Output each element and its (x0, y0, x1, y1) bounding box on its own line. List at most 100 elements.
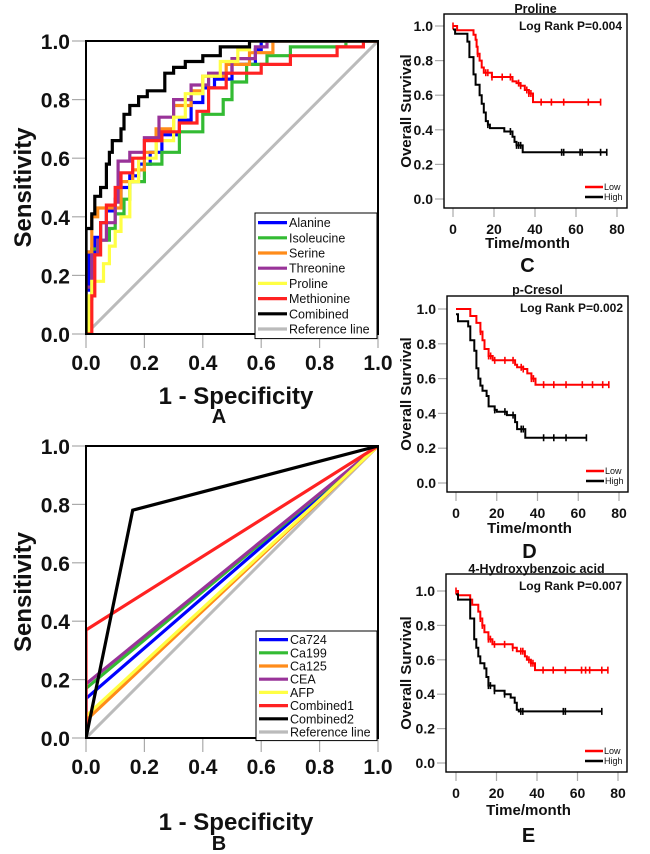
x-tick-label: 40 (529, 785, 545, 801)
x-tick-label: 0 (452, 785, 460, 801)
roc-line-reference-line (86, 41, 378, 334)
legend-label: Comibined (289, 307, 349, 321)
x-tick-label: 80 (611, 505, 627, 521)
legend: Ca724Ca199Ca125CEAAFPCombined1Combined2R… (255, 630, 378, 742)
legend-frame (255, 630, 378, 742)
roc-line-cea (86, 446, 378, 738)
x-tick-label: 0.2 (130, 756, 159, 779)
x-tick-label: 0.8 (305, 756, 335, 779)
x-tick-label: 0 (449, 221, 457, 237)
x-tick-label: 0 (452, 505, 460, 521)
roc-line-proline (86, 41, 378, 334)
log-rank-annotation: Log Rank P=0.007 (519, 579, 622, 593)
legend-label: High (604, 756, 623, 766)
y-tick-label: 1.0 (41, 436, 70, 459)
km-curve-high (456, 313, 587, 439)
x-tick-label: 60 (570, 505, 586, 521)
legend-label: Ca724 (290, 633, 327, 647)
y-tick-label: 0.8 (417, 336, 437, 352)
km-curve-high (456, 593, 602, 713)
y-tick-label: 0.0 (414, 191, 434, 207)
legend-label: Ca199 (290, 646, 327, 660)
x-tick-label: 60 (570, 785, 586, 801)
y-tick-label: 0.0 (41, 728, 70, 751)
y-tick-label: 0.6 (417, 371, 437, 387)
panel-label: E (522, 825, 535, 847)
y-axis-title: Overall Survival (398, 616, 415, 729)
y-axis-title: Sensitivity (10, 531, 37, 652)
x-tick-label: 0.0 (71, 756, 100, 779)
panel-e: 0.0 0.2 0.4 0.6 0.8 1.0 0 20 40 60 80 Time/month Ove… (398, 562, 628, 847)
y-tick-label: 0.4 (41, 611, 71, 634)
plot-frame (85, 40, 379, 335)
roc-line-methionine (86, 41, 378, 334)
y-tick-label: 0.8 (416, 617, 436, 633)
y-tick-label: 0.6 (414, 87, 434, 103)
y-axis-title: Overall Survival (398, 337, 415, 450)
legend-label: Combined2 (290, 712, 354, 726)
x-tick-label: 0.2 (130, 352, 159, 375)
legend-frame (254, 212, 378, 340)
legend-label: CEA (290, 673, 316, 687)
x-tick-label: 20 (486, 221, 502, 237)
panel-d: 0.0 0.2 0.4 0.6 0.8 1.0 0 20 40 60 80 Time/month Ove… (398, 283, 629, 563)
chart-title: p-Cresol (512, 283, 563, 297)
y-axis-title: Overall Survival (398, 54, 415, 167)
x-tick-label: 40 (527, 221, 543, 237)
panel-b: 0.0 0.2 0.4 0.6 0.8 1.0 0.0 0.2 0.4 0.6 0.8 1.0 1 - … (10, 436, 393, 854)
legend-label: Isoleucine (289, 231, 345, 245)
plot-area (86, 446, 378, 738)
roc-line-combined1 (86, 446, 378, 738)
y-tick-label: 0.2 (414, 156, 434, 172)
legend-label: Ca125 (290, 660, 327, 674)
y-tick-label: 1.0 (414, 18, 434, 34)
roc-line-reference-line (86, 446, 378, 738)
y-tick-label: 0.6 (41, 148, 70, 171)
x-axis-title: 1 - Specificity (159, 383, 314, 410)
y-axis-title: Sensitivity (10, 127, 37, 248)
legend-label: Low (605, 466, 622, 476)
km-curve-low (456, 590, 608, 672)
x-tick-label: 1.0 (363, 756, 392, 779)
panel-label: D (522, 541, 536, 563)
legend-label: Reference line (289, 323, 370, 337)
log-rank-annotation: Log Rank P=0.002 (520, 301, 623, 315)
panel-a: 0.0 0.2 0.4 0.6 0.8 1.0 0.0 0.2 0.4 0.6 0.8 1.0 1 - … (10, 31, 393, 428)
roc-line-comibined (86, 41, 378, 334)
chart-title: 4-Hydroxybenzoic acid (468, 562, 604, 576)
y-tick-label: 0.4 (414, 122, 434, 138)
y-tick-label: 0.8 (414, 53, 434, 69)
x-tick-label: 0.4 (188, 352, 218, 375)
legend-label: Low (604, 182, 621, 192)
y-tick-label: 0.2 (41, 265, 70, 288)
y-tick-label: 0.2 (41, 670, 70, 693)
y-tick-label: 0.0 (417, 475, 437, 491)
plot-area (86, 41, 378, 334)
y-tick-label: 1.0 (41, 31, 70, 54)
y-tick-label: 0.2 (416, 721, 436, 737)
y-tick-label: 1.0 (417, 301, 437, 317)
roc-line-serine (86, 41, 378, 334)
x-tick-label: 0.6 (247, 756, 276, 779)
legend-label: Serine (289, 247, 325, 261)
x-axis-title: Time/month (486, 802, 571, 819)
x-axis-title: 1 - Specificity (159, 809, 314, 836)
legend-label: Threonine (289, 262, 345, 276)
panel-c: 0.0 0.2 0.4 0.6 0.8 1.0 0 20 40 60 80 Time/month Ove… (398, 2, 628, 277)
x-axis-title: Time/month (487, 520, 572, 537)
roc-line-threonine (86, 41, 378, 334)
x-tick-label: 0.6 (247, 352, 276, 375)
x-tick-label: 40 (530, 505, 546, 521)
y-tick-label: 0.4 (416, 686, 436, 702)
x-tick-label: 80 (609, 221, 625, 237)
y-tick-label: 1.0 (416, 583, 436, 599)
x-tick-label: 0.0 (71, 352, 100, 375)
plot-frame (445, 573, 628, 773)
legend-label: Alanine (289, 216, 331, 230)
x-tick-label: 20 (489, 505, 505, 521)
plot-area (455, 587, 609, 715)
legend-label: Proline (289, 277, 328, 291)
